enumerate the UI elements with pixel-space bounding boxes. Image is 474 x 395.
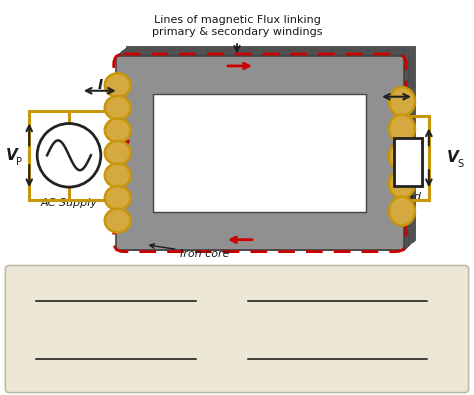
Ellipse shape xyxy=(105,73,131,97)
Bar xyxy=(121,51,410,245)
Bar xyxy=(164,84,377,202)
Text: primary & secondary windings: primary & secondary windings xyxy=(152,27,322,37)
Text: The secondary voltage V: The secondary voltage V xyxy=(273,305,402,315)
Text: P: P xyxy=(183,128,189,137)
Ellipse shape xyxy=(105,141,131,165)
Text: Lines of magnetic Flux linking: Lines of magnetic Flux linking xyxy=(154,15,320,25)
Ellipse shape xyxy=(105,186,131,210)
Bar xyxy=(162,87,374,205)
Bar xyxy=(154,94,366,212)
Text: turns: turns xyxy=(189,122,221,133)
Text: The number of primary turns N: The number of primary turns N xyxy=(37,287,200,297)
Text: S: S xyxy=(457,159,464,169)
Bar xyxy=(120,52,409,246)
Ellipse shape xyxy=(109,141,127,165)
Text: turns: turns xyxy=(271,162,303,172)
Ellipse shape xyxy=(389,169,415,198)
Bar xyxy=(155,93,367,211)
Ellipse shape xyxy=(393,142,411,171)
Ellipse shape xyxy=(105,96,131,120)
Text: S: S xyxy=(387,309,392,318)
Text: S: S xyxy=(265,167,270,176)
Bar xyxy=(118,55,406,248)
Text: P: P xyxy=(182,291,187,300)
Bar xyxy=(161,87,374,205)
Bar xyxy=(122,51,410,244)
Text: PRIMARY: PRIMARY xyxy=(170,109,234,122)
Text: Iron core: Iron core xyxy=(150,244,230,259)
Text: V: V xyxy=(447,150,459,165)
Bar xyxy=(124,49,412,243)
Bar xyxy=(118,54,407,247)
Bar xyxy=(119,53,408,246)
Ellipse shape xyxy=(109,164,127,187)
Text: S: S xyxy=(188,309,193,318)
Text: =: = xyxy=(210,350,226,368)
Bar xyxy=(117,55,405,249)
Text: AC Supply: AC Supply xyxy=(40,198,98,208)
Text: P: P xyxy=(16,157,22,167)
Text: The number of secondary turns N: The number of secondary turns N xyxy=(31,305,206,315)
Text: The number of primary turns N: The number of primary turns N xyxy=(37,363,200,373)
Bar xyxy=(154,94,366,212)
Bar xyxy=(125,48,413,242)
Text: SECONDARY: SECONDARY xyxy=(240,149,326,161)
Ellipse shape xyxy=(105,209,131,232)
Ellipse shape xyxy=(393,87,411,116)
Text: P: P xyxy=(105,87,110,96)
Text: S: S xyxy=(188,349,193,358)
Ellipse shape xyxy=(105,118,131,142)
Ellipse shape xyxy=(389,197,415,226)
Bar xyxy=(127,47,415,240)
Text: N: N xyxy=(170,122,179,133)
Ellipse shape xyxy=(109,96,127,120)
Text: V: V xyxy=(6,148,17,163)
Text: =: = xyxy=(210,292,226,310)
Text: The primary voltage V: The primary voltage V xyxy=(279,287,395,297)
Bar xyxy=(155,92,368,210)
Text: Load: Load xyxy=(394,192,421,202)
Bar xyxy=(123,50,411,243)
Text: P: P xyxy=(383,291,388,300)
Bar xyxy=(160,88,373,206)
Ellipse shape xyxy=(393,169,411,198)
Ellipse shape xyxy=(105,164,131,187)
Ellipse shape xyxy=(393,115,411,143)
Text: S: S xyxy=(385,367,390,376)
Text: The primary current I: The primary current I xyxy=(282,345,393,355)
Text: S: S xyxy=(401,91,407,100)
Bar xyxy=(116,56,404,250)
Ellipse shape xyxy=(109,118,127,142)
Ellipse shape xyxy=(109,209,127,232)
Text: The number of secondary turns N: The number of secondary turns N xyxy=(31,345,206,355)
Bar xyxy=(116,56,404,250)
Bar xyxy=(156,91,369,209)
Bar xyxy=(158,90,371,208)
Text: I: I xyxy=(393,82,399,96)
Text: The secondary current I: The secondary current I xyxy=(275,363,400,373)
Ellipse shape xyxy=(109,186,127,210)
Bar xyxy=(164,85,376,203)
Bar xyxy=(163,86,375,204)
Text: P: P xyxy=(381,349,386,358)
Ellipse shape xyxy=(389,142,415,171)
Text: I: I xyxy=(97,78,102,92)
Ellipse shape xyxy=(109,73,127,97)
Bar xyxy=(157,90,370,209)
Ellipse shape xyxy=(393,197,411,226)
Bar xyxy=(159,89,372,207)
FancyBboxPatch shape xyxy=(5,265,469,393)
Text: N: N xyxy=(252,162,260,172)
Bar xyxy=(394,138,422,186)
Text: P: P xyxy=(182,367,187,376)
Ellipse shape xyxy=(389,87,415,116)
Bar xyxy=(126,47,414,241)
Ellipse shape xyxy=(389,115,415,143)
Circle shape xyxy=(37,124,101,187)
